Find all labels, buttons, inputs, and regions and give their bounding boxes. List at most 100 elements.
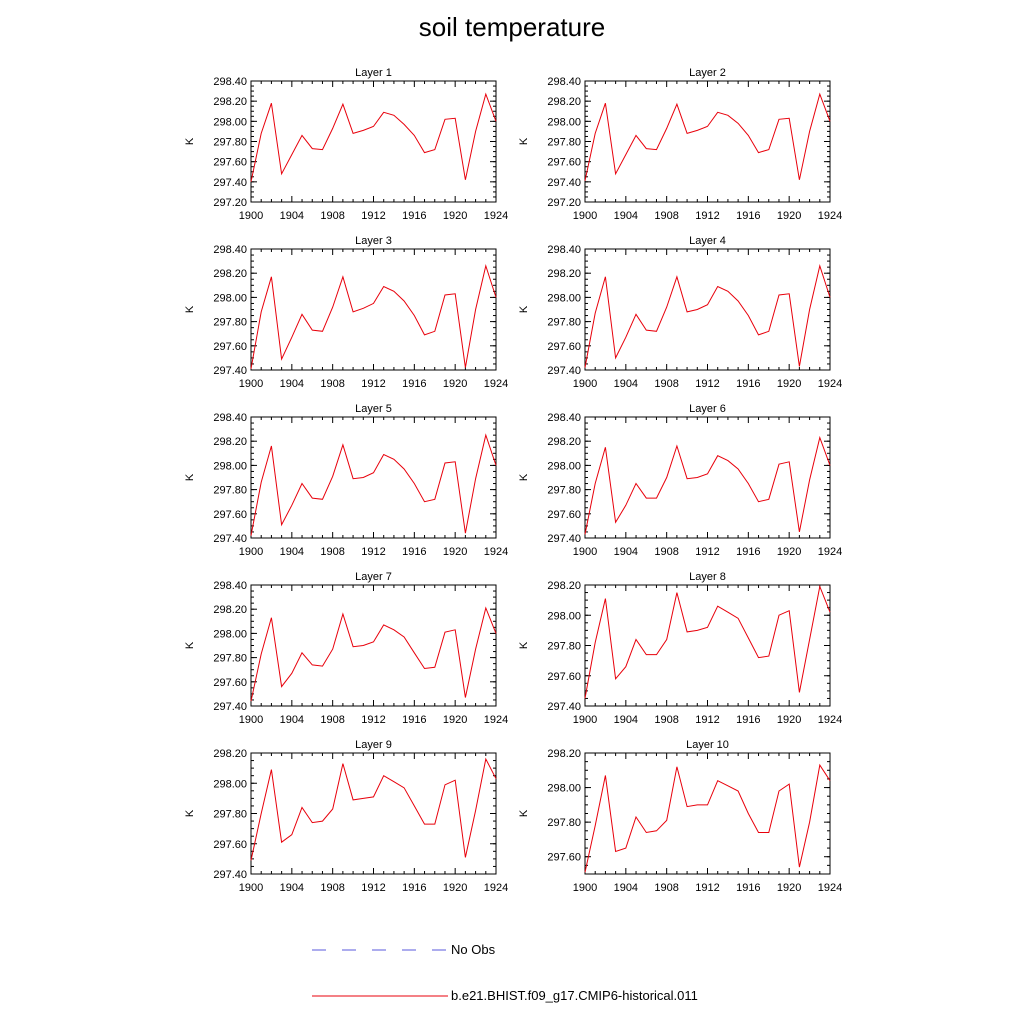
legend-no-obs-label: No Obs: [451, 942, 496, 957]
layer-6-ytick-label: 297.60: [547, 509, 581, 521]
layer-4-title: Layer 4: [689, 235, 726, 247]
layer-3-frame: [250, 248, 497, 371]
layer-6-ylabel: K: [518, 473, 530, 481]
layer-5-ytick-label: 297.40: [213, 533, 247, 545]
layer-10-xtick-label: 1908: [654, 882, 678, 894]
layer-5-ytick-label: 297.80: [213, 485, 247, 497]
layer-3-ytick-label: 298.40: [213, 244, 247, 256]
layer-7-series-line: [250, 606, 497, 702]
layer-2-ytick-label: 298.20: [547, 96, 581, 108]
layer-1-ytick-label: 298.20: [213, 96, 247, 108]
layer-5-series-line: [250, 433, 497, 536]
layer-8-xtick-label: 1900: [573, 714, 597, 726]
layer-4-ylabel: K: [518, 305, 530, 313]
layer-6-xtick-label: 1924: [818, 546, 842, 558]
layer-4-xtick-label: 1916: [736, 378, 760, 390]
layer-1-xtick-label: 1912: [361, 210, 385, 222]
layer-5-ytick-label: 297.60: [213, 509, 247, 521]
layer-10-series-line: [584, 763, 831, 873]
layer-2-ylabel: K: [518, 137, 530, 145]
layer-7-ytick-label: 297.60: [213, 677, 247, 689]
layer-4-ytick-label: 297.80: [547, 317, 581, 329]
legend-model-label: b.e21.BHIST.f09_g17.CMIP6-historical.011: [451, 988, 698, 1003]
layer-8-series-line: [584, 584, 831, 699]
layer-2-series-line: [584, 92, 831, 181]
layer-6-title: Layer 6: [689, 403, 726, 415]
layer-2-ytick-label: 297.20: [547, 197, 581, 209]
layer-8-ytick-label: 297.40: [547, 701, 581, 713]
layer-2-xtick-label: 1908: [654, 210, 678, 222]
layer-2-xtick-label: 1912: [695, 210, 719, 222]
layer-5-xtick-label: 1908: [320, 546, 344, 558]
layer-9-ytick-label: 297.40: [213, 869, 247, 881]
layer-9-xtick-label: 1900: [239, 882, 263, 894]
layer-10-ylabel: K: [518, 809, 530, 817]
layer-3-xtick-label: 1916: [402, 378, 426, 390]
layer-9-ytick-label: 298.00: [213, 778, 247, 790]
layer-6-xtick-label: 1904: [614, 546, 638, 558]
layer-5-xtick-label: 1924: [484, 546, 508, 558]
layer-3-ytick-label: 298.20: [213, 268, 247, 280]
layer-3-ylabel: K: [184, 305, 196, 313]
layer-4-xtick-label: 1924: [818, 378, 842, 390]
layer-6-xtick-label: 1908: [654, 546, 678, 558]
layer-10-ytick-label: 297.60: [547, 852, 581, 864]
layer-4-xtick-label: 1900: [573, 378, 597, 390]
layer-2-ytick-label: 298.00: [547, 116, 581, 128]
layer-3-ytick-label: 297.80: [213, 317, 247, 329]
layer-9-ytick-label: 297.80: [213, 809, 247, 821]
layer-7-ytick-label: 298.40: [213, 580, 247, 592]
layer-3-title: Layer 3: [355, 235, 392, 247]
layer-7-ytick-label: 297.40: [213, 701, 247, 713]
layer-8-ytick-label: 298.20: [547, 580, 581, 592]
layer-8-ytick-label: 297.60: [547, 671, 581, 683]
layer-7-xtick-label: 1904: [280, 714, 304, 726]
layer-9-xtick-label: 1904: [280, 882, 304, 894]
layer-10-xtick-label: 1900: [573, 882, 597, 894]
layer-7-ytick-label: 298.20: [213, 604, 247, 616]
layer-5-xtick-label: 1912: [361, 546, 385, 558]
layer-6-series-line: [584, 435, 831, 535]
layer-6-xtick-label: 1912: [695, 546, 719, 558]
layer-3-ytick-label: 297.60: [213, 341, 247, 353]
layer-1-xtick-label: 1904: [280, 210, 304, 222]
layer-8-ytick-label: 298.00: [547, 610, 581, 622]
layer-2-ytick-label: 297.40: [547, 177, 581, 189]
layer-1-xtick-label: 1920: [443, 210, 467, 222]
layer-2-ytick-label: 297.60: [547, 157, 581, 169]
layer-1-ytick-label: 297.80: [213, 137, 247, 149]
layer-7-ytick-label: 298.00: [213, 628, 247, 640]
layer-6-ytick-label: 298.40: [547, 412, 581, 424]
layer-8-xtick-label: 1912: [695, 714, 719, 726]
layer-4-xtick-label: 1908: [654, 378, 678, 390]
layer-5-xtick-label: 1904: [280, 546, 304, 558]
layer-4-series-line: [584, 264, 831, 368]
layer-6-ytick-label: 298.20: [547, 436, 581, 448]
layer-4-xtick-label: 1920: [777, 378, 801, 390]
layer-8-xtick-label: 1908: [654, 714, 678, 726]
layer-9-xtick-label: 1920: [443, 882, 467, 894]
layer-7-xtick-label: 1924: [484, 714, 508, 726]
layer-1-xtick-label: 1900: [239, 210, 263, 222]
layer-7-title: Layer 7: [355, 571, 392, 583]
layer-8-xtick-label: 1916: [736, 714, 760, 726]
layer-1-xtick-label: 1908: [320, 210, 344, 222]
layer-2-ytick-label: 297.80: [547, 137, 581, 149]
layer-1-ytick-label: 297.20: [213, 197, 247, 209]
layer-3-ytick-label: 298.00: [213, 292, 247, 304]
layer-5-xtick-label: 1916: [402, 546, 426, 558]
layer-10-xtick-label: 1920: [777, 882, 801, 894]
layer-8-ylabel: K: [518, 641, 530, 649]
layer-1-series-line: [250, 92, 497, 182]
layer-6-xtick-label: 1920: [777, 546, 801, 558]
layer-1-ylabel: K: [184, 137, 196, 145]
layer-8-xtick-label: 1924: [818, 714, 842, 726]
layer-7-xtick-label: 1916: [402, 714, 426, 726]
layer-5-title: Layer 5: [355, 403, 392, 415]
layer-10-ytick-label: 297.80: [547, 817, 581, 829]
layer-7-xtick-label: 1908: [320, 714, 344, 726]
layer-9-xtick-label: 1912: [361, 882, 385, 894]
layer-3-xtick-label: 1912: [361, 378, 385, 390]
layer-1-xtick-label: 1924: [484, 210, 508, 222]
